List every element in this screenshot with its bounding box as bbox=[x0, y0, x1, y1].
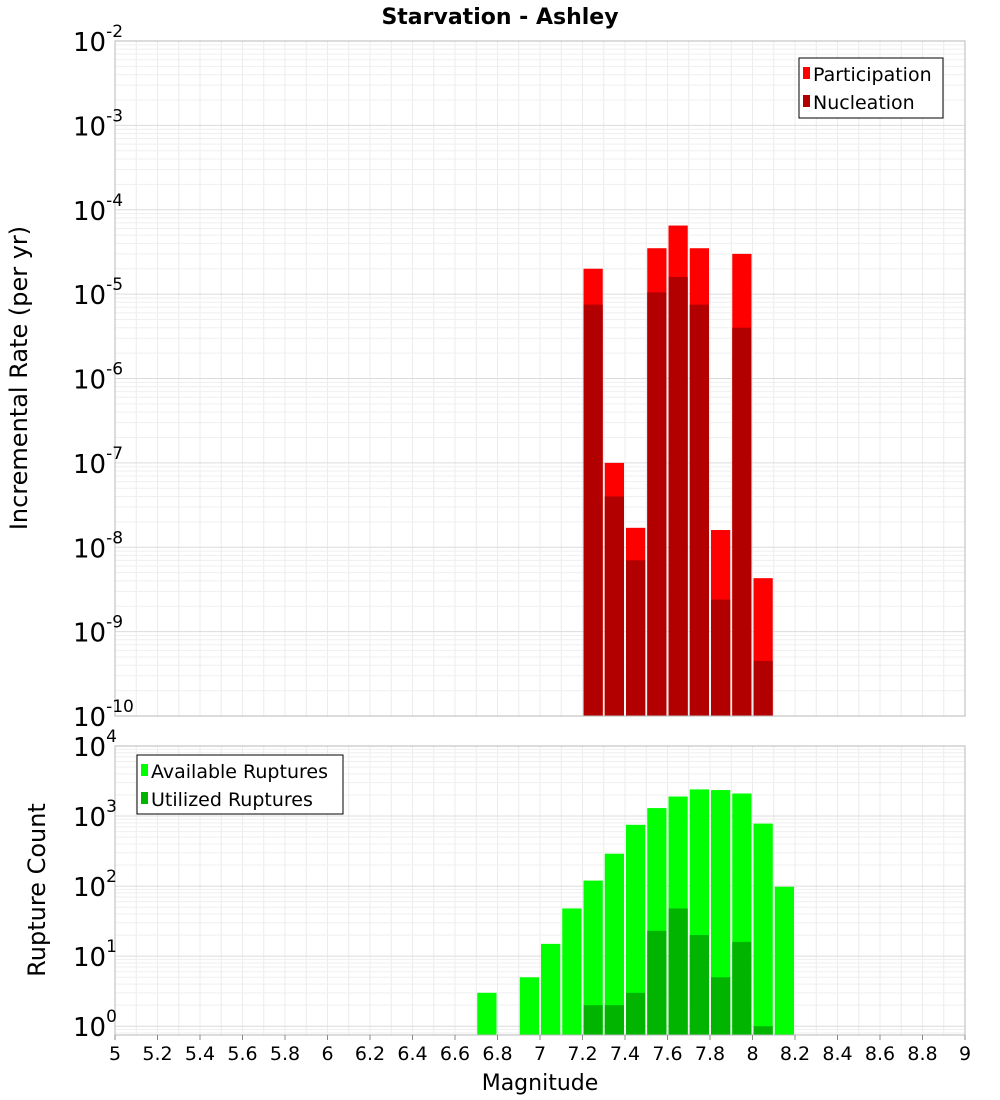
bar bbox=[647, 930, 667, 1035]
legend: Participation Nucleation bbox=[798, 57, 944, 119]
bar bbox=[604, 496, 624, 716]
legend-swatch bbox=[141, 792, 148, 804]
x-tick-label: 8.4 bbox=[822, 1043, 852, 1065]
y-tick-label: 10-8 bbox=[73, 528, 123, 564]
x-tick-label: 8.6 bbox=[865, 1043, 895, 1065]
plot-frame bbox=[114, 40, 966, 717]
x-tick-label: 5.8 bbox=[270, 1043, 300, 1065]
y-tick-label: 10-7 bbox=[73, 444, 123, 480]
y-tick-label: 10-5 bbox=[73, 275, 123, 311]
rate-panel: 10-10 10-9 10-8 10-7 10-6 10-5 10-4 10-3 10-2 Inc… bbox=[5, 22, 966, 733]
grid bbox=[114, 40, 966, 717]
y-tick-label: 10-10 bbox=[73, 697, 134, 733]
bar bbox=[711, 790, 731, 1035]
y-tick-label: 10-2 bbox=[73, 22, 123, 58]
y-tick-label: 103 bbox=[73, 797, 117, 833]
bar bbox=[647, 292, 667, 716]
bar bbox=[477, 992, 497, 1035]
x-tick-label: 5 bbox=[109, 1043, 121, 1065]
legend-swatch bbox=[803, 95, 810, 107]
x-tick-label: 6.6 bbox=[440, 1043, 470, 1065]
x-axis-label: Magnitude bbox=[482, 1071, 599, 1096]
x-tick-label: 6.2 bbox=[355, 1043, 385, 1065]
legend-swatch bbox=[803, 67, 810, 79]
legend-box bbox=[136, 754, 344, 815]
x-tick-label: 9 bbox=[959, 1043, 971, 1065]
y-tick-label: 104 bbox=[73, 727, 117, 763]
bar bbox=[583, 880, 603, 1035]
bar bbox=[583, 304, 603, 716]
x-tick-label: 6 bbox=[321, 1043, 333, 1065]
legend: Available Ruptures Utilized Ruptures bbox=[136, 754, 344, 815]
y-tick-label: 102 bbox=[73, 867, 117, 903]
legend-swatch bbox=[141, 764, 148, 776]
x-tick-label: 5.6 bbox=[227, 1043, 257, 1065]
bar bbox=[583, 1005, 603, 1035]
y-tick-label: 101 bbox=[73, 937, 117, 973]
y-tick-label: 10-3 bbox=[73, 106, 123, 142]
bar bbox=[732, 941, 752, 1035]
x-tick-label: 6.4 bbox=[397, 1043, 427, 1065]
bar bbox=[626, 824, 646, 1035]
bar bbox=[604, 1005, 624, 1035]
x-tick-label: 8 bbox=[746, 1043, 758, 1065]
x-tick-label: 5.4 bbox=[185, 1043, 215, 1065]
series-nucleation bbox=[583, 276, 773, 716]
x-tick-label: 7.4 bbox=[610, 1043, 640, 1065]
x-tick-label: 7.6 bbox=[652, 1043, 682, 1065]
x-tick-label: 7.2 bbox=[567, 1043, 597, 1065]
bars bbox=[477, 789, 794, 1035]
bar bbox=[711, 599, 731, 716]
bar bbox=[753, 1026, 773, 1035]
bar bbox=[668, 908, 688, 1035]
x-axis: 5 5.2 5.4 5.6 5.8 6 6.2 6.4 6.6 6.8 7 7.2 7.4 7.6 7.8 8… bbox=[109, 1035, 971, 1065]
bars bbox=[583, 225, 773, 717]
bar bbox=[604, 853, 624, 1035]
bar bbox=[732, 327, 752, 716]
count-panel: 100 101 102 103 104 Rupture Count Available Ru… bbox=[23, 727, 966, 1043]
legend-label: Nucleation bbox=[813, 92, 915, 114]
bar bbox=[689, 935, 709, 1035]
x-tick-label: 8.8 bbox=[907, 1043, 937, 1065]
y-axis-label: Incremental Rate (per yr) bbox=[5, 226, 33, 530]
legend-box bbox=[798, 57, 944, 119]
bar bbox=[519, 977, 539, 1035]
bar bbox=[753, 823, 773, 1035]
legend-label: Utilized Ruptures bbox=[151, 789, 313, 811]
y-axis-label: Rupture Count bbox=[23, 803, 51, 977]
bar bbox=[626, 560, 646, 716]
x-tick-label: 7.8 bbox=[695, 1043, 725, 1065]
y-tick-label: 100 bbox=[73, 1007, 117, 1043]
legend-label: Available Ruptures bbox=[151, 761, 328, 783]
y-axis: 10-10 10-9 10-8 10-7 10-6 10-5 10-4 10-3 10-2 bbox=[73, 22, 134, 733]
y-tick-label: 10-4 bbox=[73, 191, 123, 227]
y-tick-label: 10-6 bbox=[73, 360, 123, 396]
y-axis: 100 101 102 103 104 bbox=[73, 727, 117, 1043]
x-tick-label: 5.2 bbox=[142, 1043, 172, 1065]
y-tick-label: 10-9 bbox=[73, 613, 123, 649]
series-utilized-ruptures bbox=[583, 908, 773, 1035]
x-tick-label: 8.2 bbox=[780, 1043, 810, 1065]
bar bbox=[689, 304, 709, 716]
bar bbox=[541, 943, 561, 1035]
bar bbox=[753, 660, 773, 716]
x-tick-label: 7 bbox=[534, 1043, 546, 1065]
legend-label: Participation bbox=[813, 64, 932, 86]
bar bbox=[626, 992, 646, 1035]
x-tick-label: 6.8 bbox=[482, 1043, 512, 1065]
bar bbox=[774, 886, 794, 1035]
bar bbox=[562, 908, 582, 1035]
page-title: Starvation - Ashley bbox=[381, 5, 618, 30]
bar bbox=[711, 977, 731, 1035]
bar bbox=[668, 276, 688, 716]
